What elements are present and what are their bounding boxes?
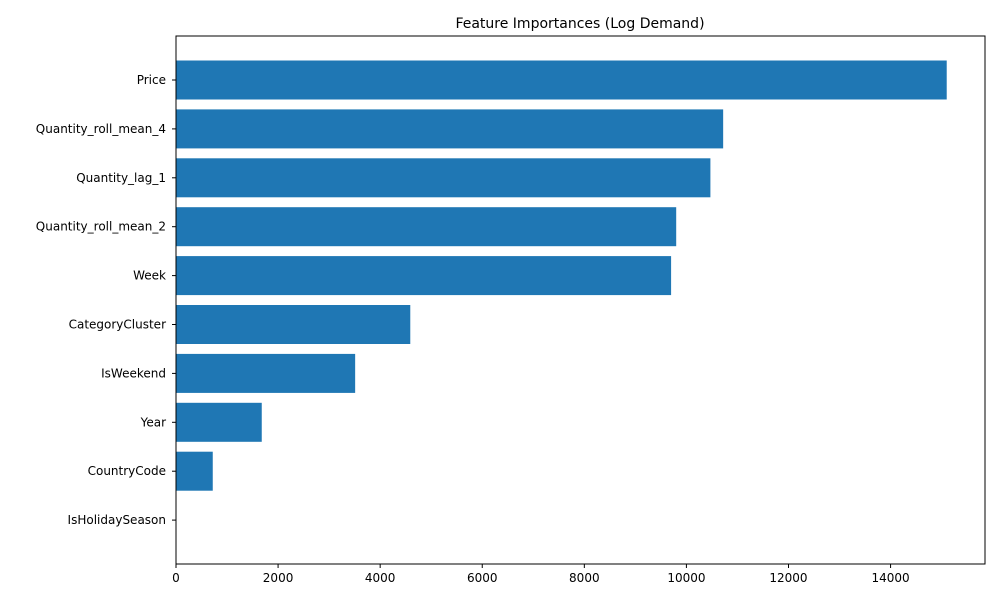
x-tick-label: 0 <box>172 571 180 585</box>
y-tick-label: IsHolidaySeason <box>68 513 166 527</box>
x-tick-label: 2000 <box>263 571 294 585</box>
y-tick-label: CategoryCluster <box>69 318 166 332</box>
y-tick-label: Year <box>140 415 166 429</box>
x-ticks: 0 2000 4000 6000 8000 10000 12000 14000 <box>172 564 910 585</box>
x-tick-label: 4000 <box>365 571 396 585</box>
y-tick-label: IsWeekend <box>101 366 166 380</box>
bar-Week <box>176 256 672 296</box>
y-tick-label: Price <box>137 73 166 87</box>
bars-group <box>176 60 947 491</box>
chart-title: Feature Importances (Log Demand) <box>455 16 704 32</box>
x-tick-label: 6000 <box>467 571 498 585</box>
y-tick-label: CountryCode <box>88 464 166 478</box>
y-tick-label: Week <box>133 269 166 283</box>
x-tick-label: 14000 <box>871 571 909 585</box>
y-tick-label: Quantity_lag_1 <box>76 171 166 185</box>
bar-Quantity_lag_1 <box>176 158 711 198</box>
x-tick-label: 10000 <box>667 571 705 585</box>
bar-CategoryCluster <box>176 305 411 344</box>
bar-IsWeekend <box>176 353 356 393</box>
plot-frame <box>175 35 986 565</box>
x-tick-label: 8000 <box>569 571 600 585</box>
y-tick-label: Quantity_roll_mean_2 <box>36 220 166 234</box>
x-tick-label: 12000 <box>769 571 807 585</box>
bar-Quantity_roll_mean_2 <box>176 207 677 247</box>
bar-Price <box>176 60 947 100</box>
bar-Year <box>176 402 262 442</box>
y-tick-labels: Price Quantity_roll_mean_4 Quantity_lag_1 Q… <box>36 73 176 527</box>
bar-Quantity_roll_mean_4 <box>176 109 724 149</box>
bar-CountryCode <box>176 451 213 491</box>
y-tick-label: Quantity_roll_mean_4 <box>36 122 166 136</box>
